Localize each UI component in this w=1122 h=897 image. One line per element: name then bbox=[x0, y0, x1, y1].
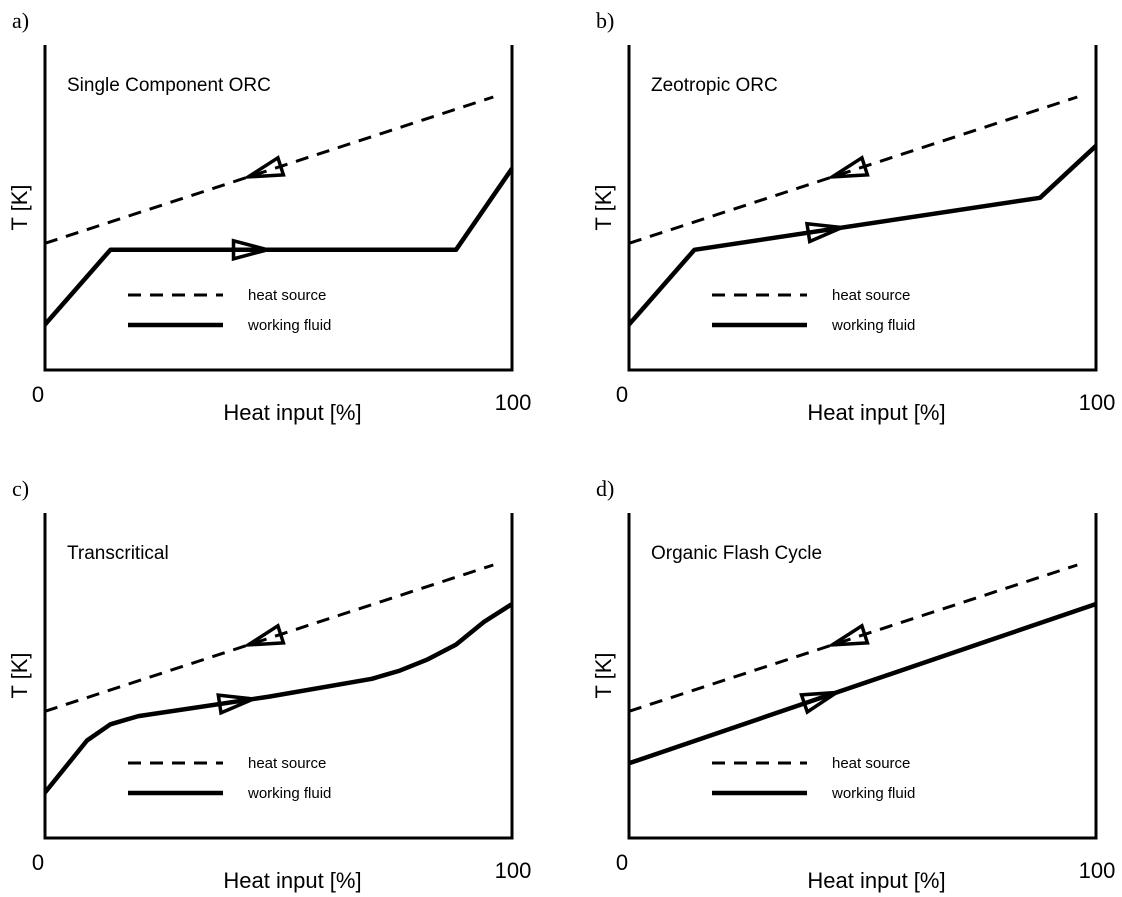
heat-source-line bbox=[44, 563, 494, 713]
working-fluid-line bbox=[43, 602, 514, 794]
panel-3: c) Transcritical T [K] Heat input [%] 0 100 he… bbox=[7, 476, 531, 893]
heat-source-arrow bbox=[825, 623, 870, 648]
heat-source-line bbox=[628, 563, 1078, 713]
legend-source-label: heat source bbox=[248, 287, 326, 304]
x-tick-label: 0 bbox=[616, 382, 628, 407]
x-tick-label: 100 bbox=[1079, 858, 1116, 883]
heat-source-arrow bbox=[241, 623, 286, 648]
heat-source-line bbox=[628, 95, 1078, 245]
working-fluid-arrow bbox=[804, 221, 849, 245]
axis-frame bbox=[43, 513, 514, 840]
legend-fluid-label: working fluid bbox=[831, 317, 915, 334]
y-axis-label: T [K] bbox=[7, 652, 32, 698]
x-tick-label: 0 bbox=[616, 850, 628, 875]
working-fluid-line bbox=[628, 601, 1097, 766]
legend-source-label: heat source bbox=[248, 755, 326, 772]
panel-title: Organic Flash Cycle bbox=[651, 543, 822, 564]
x-tick-label: 0 bbox=[32, 850, 44, 875]
x-axis-label: Heat input [%] bbox=[223, 868, 361, 893]
working-fluid-arrow bbox=[799, 690, 844, 715]
axis-frame bbox=[43, 45, 514, 372]
working-fluid-arrow bbox=[231, 238, 275, 262]
panel-2: b) Zeotropic ORC T [K] Heat input [%] 0 100 he… bbox=[591, 8, 1115, 425]
x-axis-label: Heat input [%] bbox=[807, 400, 945, 425]
y-axis-label: T [K] bbox=[591, 184, 616, 230]
legend-source-label: heat source bbox=[832, 287, 910, 304]
x-axis-label: Heat input [%] bbox=[223, 400, 361, 425]
legend-fluid-label: working fluid bbox=[831, 785, 915, 802]
panel-title: Zeotropic ORC bbox=[651, 75, 778, 96]
heat-source-arrow bbox=[241, 155, 286, 180]
legend-source-label: heat source bbox=[832, 755, 910, 772]
x-tick-label: 100 bbox=[495, 390, 532, 415]
heat-source-arrow bbox=[825, 155, 870, 180]
panels: a) Single Component ORC T [K] Heat input [%… bbox=[7, 8, 1115, 893]
x-tick-label: 100 bbox=[1079, 390, 1116, 415]
panel-label: c) bbox=[12, 476, 29, 501]
panel-4: d) Organic Flash Cycle T [K] Heat input [%]… bbox=[591, 476, 1115, 893]
panel-title: Transcritical bbox=[67, 543, 169, 564]
legend-fluid-label: working fluid bbox=[247, 317, 331, 334]
heat-source-line bbox=[44, 95, 494, 245]
x-tick-label: 100 bbox=[495, 858, 532, 883]
working-fluid-line bbox=[43, 167, 514, 326]
y-axis-label: T [K] bbox=[591, 652, 616, 698]
working-fluid-arrow bbox=[216, 693, 261, 716]
axis-frame bbox=[627, 45, 1098, 372]
panel-label: b) bbox=[596, 8, 614, 33]
legend-fluid-label: working fluid bbox=[247, 785, 331, 802]
y-axis-label: T [K] bbox=[7, 184, 32, 230]
panel-1: a) Single Component ORC T [K] Heat input [%… bbox=[7, 8, 531, 425]
panel-label: a) bbox=[12, 8, 29, 33]
panel-label: d) bbox=[596, 476, 614, 501]
x-axis-label: Heat input [%] bbox=[807, 868, 945, 893]
axis-frame bbox=[627, 513, 1098, 840]
working-fluid-line bbox=[627, 144, 1098, 326]
panel-title: Single Component ORC bbox=[67, 75, 271, 96]
x-tick-label: 0 bbox=[32, 382, 44, 407]
